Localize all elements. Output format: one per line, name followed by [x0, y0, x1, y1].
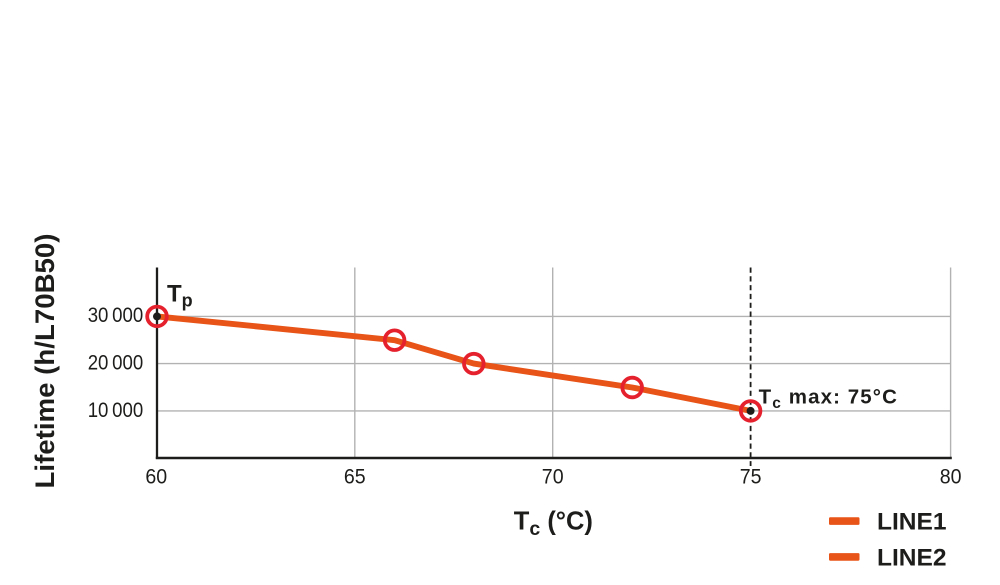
- svg-text:Tp: Tp: [167, 281, 193, 311]
- svg-text:65: 65: [344, 466, 366, 489]
- svg-text:Tc (°C): Tc (°C): [514, 507, 593, 540]
- svg-text:Lifetime (h/L70B50): Lifetime (h/L70B50): [30, 234, 60, 489]
- svg-text:LINE2: LINE2: [877, 544, 947, 571]
- svg-text:Tc max: 75°C: Tc max: 75°C: [759, 385, 898, 412]
- svg-text:80: 80: [940, 466, 962, 489]
- svg-text:70: 70: [542, 466, 564, 489]
- svg-text:10 000: 10 000: [88, 399, 144, 422]
- svg-text:LINE1: LINE1: [877, 508, 947, 535]
- svg-text:75: 75: [740, 466, 762, 489]
- svg-text:60: 60: [145, 466, 167, 489]
- svg-text:20 000: 20 000: [88, 352, 144, 375]
- svg-text:30 000: 30 000: [88, 304, 144, 327]
